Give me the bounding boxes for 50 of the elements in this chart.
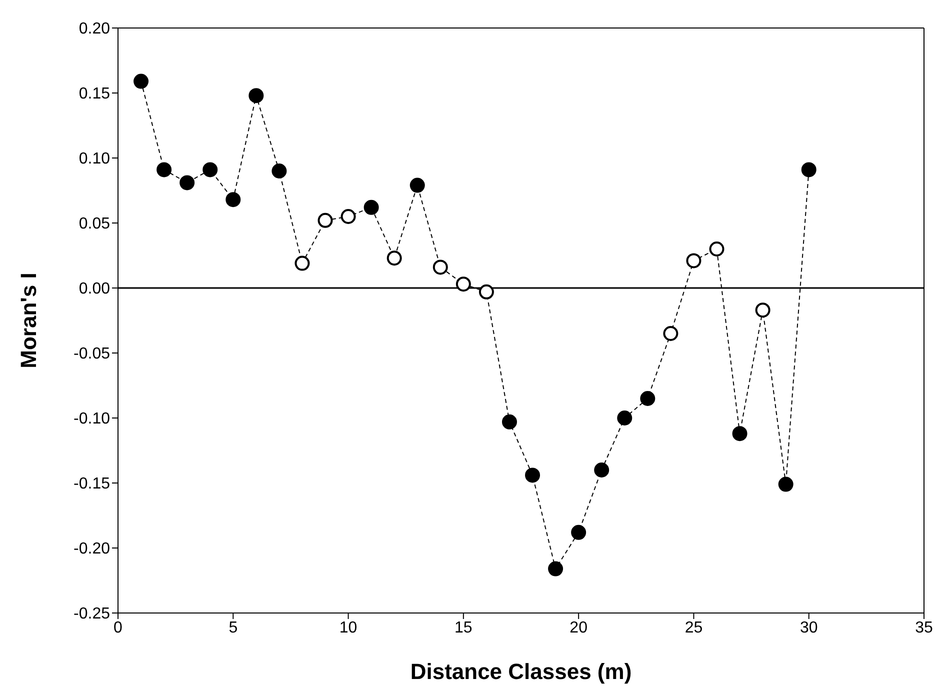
point (686, 253, 702, 268)
y-tick-label: -0.20 (74, 540, 110, 558)
point (226, 192, 241, 208)
point (156, 162, 172, 178)
point (318, 212, 333, 228)
point (386, 250, 402, 266)
point (548, 561, 564, 576)
y-tick-label: 0.10 (78, 150, 110, 168)
y-axis-title: Moran's I (16, 272, 41, 368)
point (778, 476, 794, 492)
x-axis-title: Distance Classes (m) (410, 659, 632, 684)
x-tick-label: 35 (915, 619, 933, 636)
point (340, 209, 356, 224)
x-tick-label: 25 (684, 619, 703, 636)
y-tick-label: 0.00 (78, 280, 110, 298)
x-tick-label: 30 (800, 619, 818, 636)
point (248, 88, 264, 104)
point (272, 164, 287, 178)
point (571, 524, 586, 540)
point (663, 326, 678, 341)
point (502, 414, 517, 430)
point (294, 256, 310, 271)
point (801, 162, 816, 178)
point (410, 178, 425, 193)
y-tick-label: -0.25 (74, 606, 110, 623)
y-tick-label: -0.15 (74, 476, 110, 493)
x-tick-label: 15 (454, 619, 472, 636)
point (525, 468, 540, 483)
point (180, 175, 195, 190)
x-tick-label: 20 (570, 619, 588, 636)
point (478, 284, 494, 300)
y-tick-label: 0.15 (78, 86, 110, 103)
point (617, 410, 632, 426)
point (709, 242, 724, 256)
y-tick-label: 0.20 (78, 20, 110, 38)
point (202, 162, 218, 178)
point (640, 391, 656, 406)
point (134, 74, 149, 89)
point (594, 462, 610, 478)
y-tick-label: -0.10 (74, 410, 110, 428)
point (364, 200, 379, 215)
y-tick-label: 0.05 (78, 216, 110, 233)
point (456, 276, 471, 292)
point (732, 426, 748, 442)
point (432, 260, 448, 275)
x-tick-label: 0 (114, 619, 123, 636)
x-tick-label: 10 (339, 619, 358, 636)
point (755, 302, 770, 318)
y-tick-label: -0.05 (74, 346, 110, 363)
x-tick-label: 5 (228, 619, 238, 636)
